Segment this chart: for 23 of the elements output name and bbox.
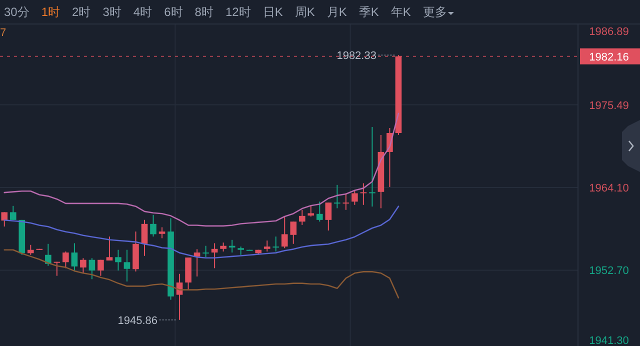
y-tick-label: 1975.49 bbox=[589, 100, 629, 112]
annotation: 1982.33 bbox=[336, 50, 376, 62]
text: 季K bbox=[358, 5, 379, 19]
text: 1时 bbox=[41, 5, 60, 19]
y-tick-label: 1986.89 bbox=[589, 26, 629, 38]
annotation: 1945.86 bbox=[118, 314, 158, 327]
text: 日K bbox=[262, 5, 283, 19]
text: 更多 bbox=[422, 5, 447, 19]
text: 4时 bbox=[133, 5, 152, 19]
y-tick-label: 1964.10 bbox=[589, 182, 629, 194]
text: 6时 bbox=[164, 5, 183, 19]
text: 3时 bbox=[102, 5, 122, 19]
text: 周K bbox=[294, 5, 315, 19]
text: 30分 bbox=[4, 5, 30, 19]
ref-line-label: 1982.16 bbox=[589, 51, 629, 64]
text: 2时 bbox=[72, 5, 91, 19]
y-tick-label: 1952.70 bbox=[589, 265, 629, 278]
text: 8时 bbox=[194, 5, 214, 19]
text: 月K bbox=[326, 5, 347, 19]
y-tick-label: 1941.30 bbox=[589, 335, 629, 346]
text: 年K bbox=[390, 5, 411, 19]
annotation: 7 bbox=[0, 27, 6, 39]
text: 12时 bbox=[225, 5, 251, 19]
